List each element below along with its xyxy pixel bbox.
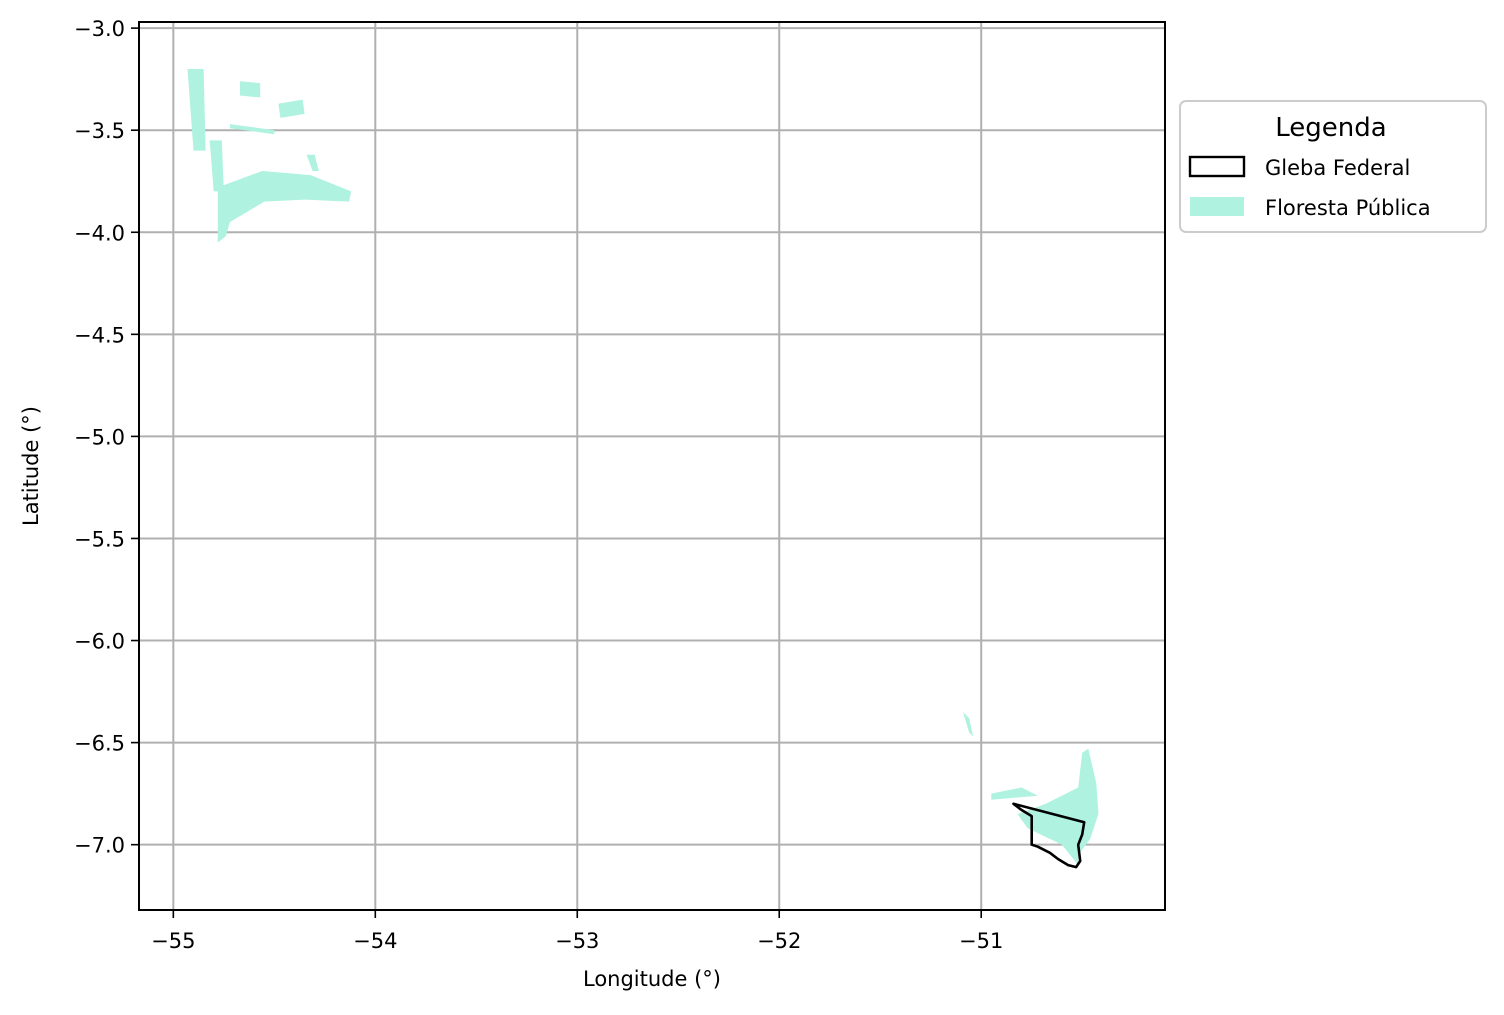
legend: Legenda Gleba Federal Floresta Pública xyxy=(1179,100,1487,233)
y-tick-label: −5.0 xyxy=(74,425,125,449)
x-tick-label: −53 xyxy=(555,929,599,953)
legend-title: Legenda xyxy=(1275,113,1386,143)
x-tick-label: −54 xyxy=(353,929,397,953)
floresta-publica-polygon xyxy=(1017,748,1099,866)
y-tick-label: −5.5 xyxy=(74,527,125,551)
y-tick-label: −7.0 xyxy=(74,834,125,858)
y-tick-label: −6.0 xyxy=(74,630,125,654)
floresta-publica-polygon xyxy=(229,124,275,135)
axes-frame xyxy=(138,21,1166,911)
floresta-publica-polygon xyxy=(278,99,305,118)
floresta-publica-layer xyxy=(187,69,1099,866)
legend-label-gleba-federal: Gleba Federal xyxy=(1265,156,1410,180)
y-tick-label: −3.5 xyxy=(74,119,125,143)
floresta-publica-polygon xyxy=(187,69,206,151)
floresta-publica-polygon xyxy=(991,787,1038,800)
x-axis-label: Longitude (°) xyxy=(583,967,721,991)
floresta-publica-polygon xyxy=(209,140,224,192)
floresta-publica-polygon xyxy=(217,171,352,243)
gleba-federal-layer xyxy=(1012,802,1086,869)
legend-swatch-gleba-federal xyxy=(1188,155,1246,178)
y-ticks: −3.0 −3.5 −4.0 −4.5 −5.0 −5.5 −6.0 −6.5 −7.0 xyxy=(74,17,139,858)
floresta-publica-polygon xyxy=(306,154,319,171)
legend-label-floresta-publica: Floresta Pública xyxy=(1265,196,1431,220)
floresta-publica-polygon xyxy=(240,81,261,98)
floresta-publica-polygon xyxy=(963,712,974,737)
gleba-federal-polygon xyxy=(1012,802,1086,869)
legend-swatch-floresta-publica xyxy=(1190,197,1244,216)
x-tick-label: −51 xyxy=(959,929,1003,953)
y-tick-label: −4.0 xyxy=(74,221,125,245)
legend-box xyxy=(1179,100,1487,233)
y-tick-label: −3.0 xyxy=(74,17,125,41)
grid xyxy=(139,22,1165,910)
x-ticks: −55 −54 −53 −52 −51 xyxy=(151,910,1003,953)
x-tick-label: −55 xyxy=(151,929,195,953)
y-axis-label: Latitude (°) xyxy=(19,406,43,526)
y-tick-label: −4.5 xyxy=(74,323,125,347)
x-tick-label: −52 xyxy=(757,929,801,953)
y-tick-label: −6.5 xyxy=(74,732,125,756)
